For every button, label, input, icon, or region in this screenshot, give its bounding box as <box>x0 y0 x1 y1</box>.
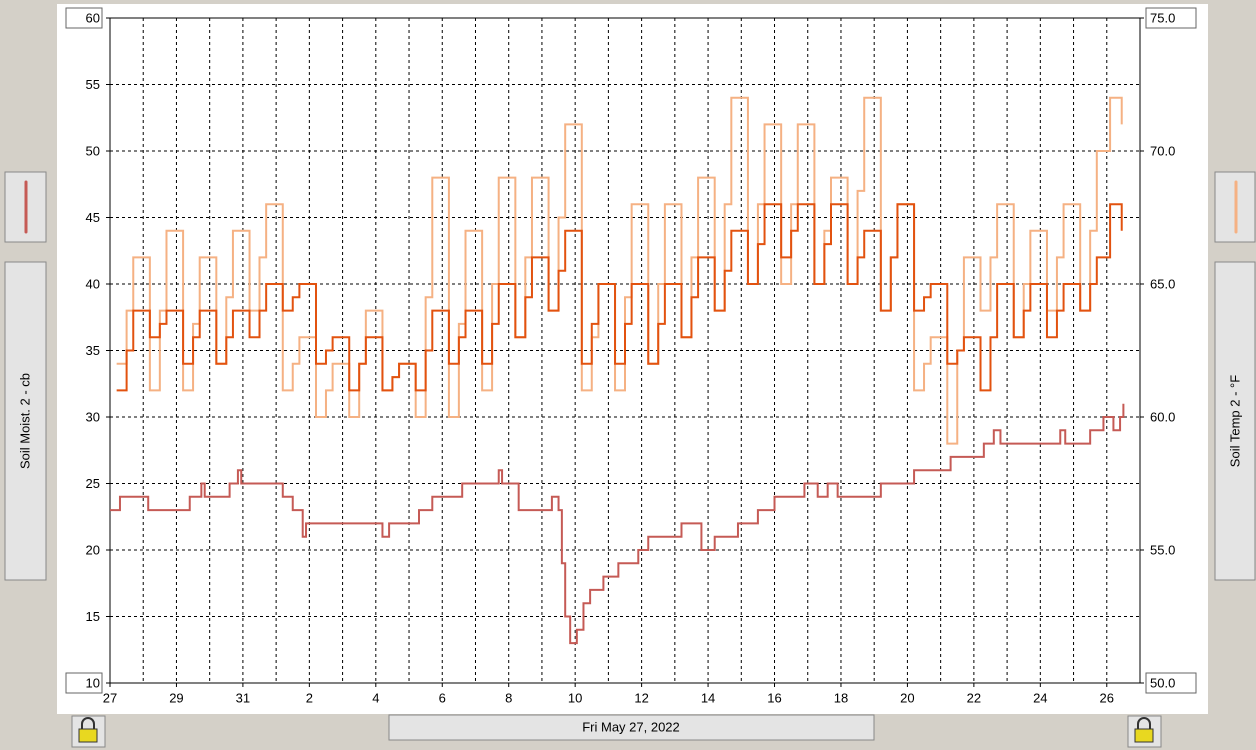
y-tick-label: 60 <box>86 10 100 25</box>
x-tick-label: 20 <box>900 690 914 705</box>
series-line <box>116 96 1123 445</box>
y-tick-label: 40 <box>86 276 100 291</box>
lock-shackle <box>1137 717 1151 729</box>
axis-label-box <box>1214 261 1256 581</box>
series-line <box>110 403 1125 645</box>
y2-tick-label: 70.0 <box>1150 143 1175 158</box>
y2-tick-label: 60.0 <box>1150 409 1175 424</box>
axis-label-box <box>4 261 47 581</box>
tick-box <box>65 672 103 694</box>
y-tick-label: 45 <box>86 210 100 225</box>
y2-tick-label: 50.0 <box>1150 675 1175 690</box>
x-tick-label: 16 <box>767 690 781 705</box>
y2-tick-label: 75.0 <box>1150 10 1175 25</box>
x-tick-label: 18 <box>834 690 848 705</box>
y-tick-label: 15 <box>86 609 100 624</box>
lock-button[interactable] <box>1127 715 1162 748</box>
x-tick-label: 26 <box>1100 690 1114 705</box>
lock-body <box>78 728 98 743</box>
chart-panel <box>57 4 1208 714</box>
lock-body <box>1134 728 1154 743</box>
y-axis-label: Soil Moist. 2 - cb <box>17 373 32 469</box>
y-tick-label: 10 <box>86 675 100 690</box>
plot: 10 15 20 25 30 35 40 45 50 55 60 50.0 55.0 60.0 65.0 70… <box>65 7 1197 705</box>
y-tick-label: 55 <box>86 77 100 92</box>
x-tick-label: 24 <box>1033 690 1047 705</box>
x-tick-label: 27 <box>103 690 117 705</box>
y2-tick-label: 65.0 <box>1150 276 1175 291</box>
x-tick-label: 12 <box>634 690 648 705</box>
x-tick-label: 14 <box>701 690 715 705</box>
x-tick-label: 10 <box>568 690 582 705</box>
y-tick-label: 30 <box>86 409 100 424</box>
date-button[interactable] <box>388 714 875 741</box>
y2-axis-label: Soil Temp 2 - °F <box>1227 375 1242 467</box>
tick-box <box>1145 7 1197 29</box>
y-tick-label: 25 <box>86 476 100 491</box>
tick-box <box>65 7 103 29</box>
x-tick-label: 2 <box>306 690 313 705</box>
y2-tick-label: 55.0 <box>1150 542 1175 557</box>
series-line <box>116 203 1123 392</box>
y-tick-label: 20 <box>86 542 100 557</box>
x-tick-label: 22 <box>967 690 981 705</box>
x-tick-label: 31 <box>236 690 250 705</box>
y-tick-label: 35 <box>86 343 100 358</box>
y-tick-label: 50 <box>86 143 100 158</box>
date-label: Fri May 27, 2022 <box>582 719 680 734</box>
x-tick-label: 6 <box>439 690 446 705</box>
lock-shackle <box>81 717 95 729</box>
tick-box <box>1145 672 1197 694</box>
lock-button[interactable] <box>71 715 106 748</box>
x-tick-label: 29 <box>169 690 183 705</box>
x-tick-label: 4 <box>372 690 379 705</box>
x-tick-label: 8 <box>505 690 512 705</box>
